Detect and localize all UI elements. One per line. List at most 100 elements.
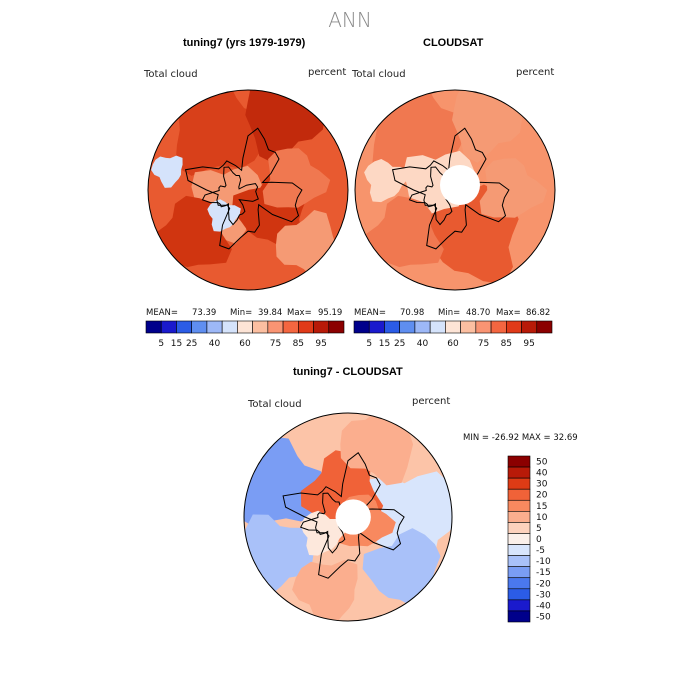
panel1-variable: Total cloud	[144, 69, 198, 80]
cbar3-swatch	[507, 599, 531, 612]
cbar1-swatch	[221, 320, 238, 334]
cbar3-swatch	[507, 577, 531, 590]
map1-border	[147, 89, 349, 291]
map3-border	[243, 412, 453, 622]
cbar2-swatch	[521, 320, 538, 334]
cbar3-swatch	[507, 477, 531, 490]
cbar3-swatch	[507, 610, 531, 623]
cbar3-swatch	[507, 522, 531, 534]
cbar3-tick-label: -40	[536, 601, 551, 611]
cbar3-swatch	[507, 499, 531, 512]
cbar1-tick-label: 25	[186, 339, 197, 349]
cbar2-swatch	[353, 320, 370, 334]
cbar1-tick-label: 75	[270, 339, 281, 349]
cbar3-swatch	[507, 588, 531, 601]
map2-coastline	[391, 127, 510, 250]
cbar1-tick-label: 85	[293, 339, 304, 349]
cbar1-swatch	[313, 320, 330, 334]
panel1-min-label: Min=	[230, 308, 253, 318]
cbar2-swatch	[536, 320, 553, 334]
cbar2-tick-label: 85	[501, 339, 512, 349]
cbar2-tick-label: 95	[523, 339, 534, 349]
map3-region	[292, 559, 358, 621]
cbar2-swatch	[414, 320, 431, 334]
panel2-min-value: 48.70	[466, 308, 491, 318]
cbar2-swatch	[384, 320, 400, 334]
cbar2-swatch	[506, 320, 522, 334]
panel1-units: percent	[308, 67, 347, 78]
cbar1-swatch	[237, 320, 253, 334]
map3-region	[362, 528, 441, 609]
panel1-max-value: 95.19	[318, 308, 343, 318]
panel1-mean-label: MEAN=	[146, 308, 178, 318]
cbar1-swatch	[191, 320, 208, 334]
cbar1-tick-label: 40	[209, 339, 221, 349]
cbar3-tick-label: 0	[536, 535, 542, 545]
cbar3-tick-label: 10	[536, 513, 548, 523]
panel2-mean-label: MEAN=	[354, 308, 386, 318]
cbar3-tick-label: -15	[536, 568, 551, 578]
cbar3-swatch	[507, 466, 531, 479]
panel2-max-value: 86.82	[526, 308, 551, 318]
cbar3-swatch	[507, 555, 531, 567]
panel3-variable: Total cloud	[248, 399, 302, 410]
map1-region	[151, 155, 183, 188]
panel1-max-label: Max=	[287, 308, 312, 318]
map2-border	[354, 89, 556, 291]
map1-coastline	[201, 166, 259, 226]
cbar3-tick-label: -10	[536, 557, 551, 567]
cbar2-tick-label: 25	[394, 339, 405, 349]
cbar2-swatch	[429, 320, 446, 334]
cbar1-swatch	[298, 320, 314, 334]
cbar1-swatch	[267, 320, 284, 334]
cbar1-swatch	[206, 320, 223, 334]
cbar3-swatch	[507, 566, 531, 579]
cbar1-tick-label: 95	[315, 339, 326, 349]
cbar2-tick-label: 60	[447, 339, 459, 349]
cbar1-tick-label: 5	[158, 339, 164, 349]
map1-coastline	[184, 127, 303, 250]
panel2-units: percent	[516, 67, 555, 78]
cbar2-tick-label: 15	[379, 339, 390, 349]
panel3-stats: MIN = -26.92 MAX = 32.69	[463, 433, 578, 443]
cbar2-swatch	[445, 320, 461, 334]
cbar1-swatch	[160, 320, 177, 334]
panel1-title: tuning7 (yrs 1979-1979)	[183, 37, 306, 49]
map3-coastline	[282, 451, 405, 579]
map3-missing-data	[335, 499, 371, 535]
cbar3-swatch	[507, 533, 531, 545]
map1-region	[262, 148, 331, 208]
cbar3-tick-label: 30	[536, 480, 548, 490]
cbar3-tick-label: 5	[536, 524, 542, 534]
cbar3-tick-label: 40	[536, 469, 548, 479]
cbar3-tick-label: 50	[536, 458, 548, 468]
map1-field	[148, 90, 348, 290]
map2-region	[364, 159, 409, 203]
cbar3-tick-label: -5	[536, 546, 545, 556]
cbar1-swatch	[145, 320, 162, 334]
map2-field	[355, 90, 555, 290]
cbar2-tick-label: 40	[417, 339, 429, 349]
cbar2-swatch	[460, 320, 477, 334]
cbar2-swatch	[399, 320, 416, 334]
cbar1-swatch	[328, 320, 345, 334]
cbar1-tick-label: 15	[171, 339, 182, 349]
panel2-mean-value: 70.98	[400, 308, 425, 318]
panel3-units: percent	[412, 396, 451, 407]
cbar2-swatch	[368, 320, 385, 334]
panel3-title: tuning7 - CLOUDSAT	[293, 366, 403, 378]
panel1-mean-value: 73.39	[192, 308, 217, 318]
panel2-min-label: Min=	[438, 308, 461, 318]
cbar1-swatch	[176, 320, 192, 334]
cbar3-tick-label: -30	[536, 590, 551, 600]
map3-field	[244, 413, 452, 621]
cbar1-swatch	[282, 320, 299, 334]
panel2-title: CLOUDSAT	[423, 37, 484, 49]
map2-region	[479, 158, 548, 218]
panel2-max-label: Max=	[496, 308, 521, 318]
cbar3-swatch	[507, 455, 531, 468]
cbar2-tick-label: 5	[366, 339, 372, 349]
cbar2-tick-label: 75	[478, 339, 489, 349]
cbar3-tick-label: -20	[536, 579, 551, 589]
